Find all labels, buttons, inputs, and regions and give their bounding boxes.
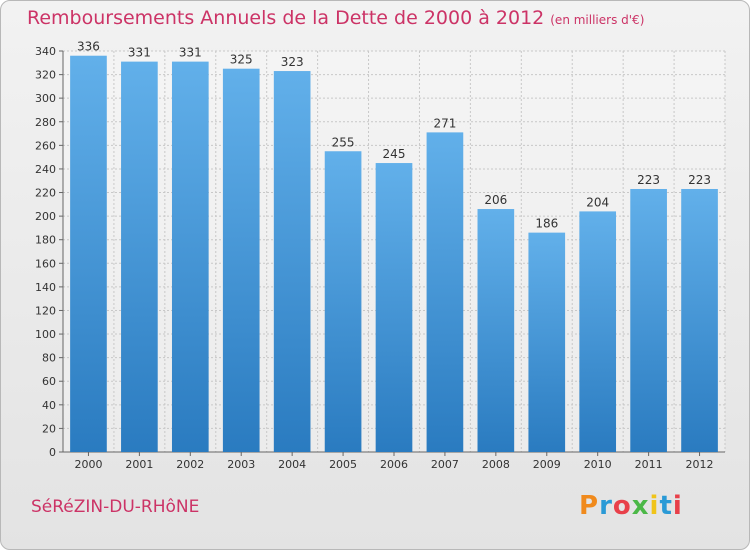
bar: [273, 71, 311, 453]
chart-title: Remboursements Annuels de la Dette de 20…: [27, 7, 644, 29]
bar: [70, 55, 107, 452]
axes: 0 20 40 60 80 100 120 140 160 180 200 220 240 260 280 3…: [35, 45, 725, 471]
bar: [121, 61, 158, 452]
data-label: 271: [433, 116, 456, 130]
x-tick-label: 2006: [380, 458, 408, 471]
y-tick-label: 240: [35, 163, 56, 176]
data-label: 204: [586, 195, 609, 209]
chart-unit: (en milliers d'€): [550, 13, 645, 27]
x-tick-label: 2002: [176, 458, 204, 471]
bar: [630, 188, 667, 452]
y-tick-label: 0: [49, 446, 56, 459]
bar: [171, 61, 209, 452]
logo-letter: t: [659, 491, 673, 521]
y-tick-label: 60: [42, 375, 56, 388]
bar: [681, 188, 718, 452]
data-label: 245: [383, 147, 406, 161]
y-tick-label: 160: [35, 257, 56, 270]
x-tick-label: 2011: [635, 458, 663, 471]
bars: [70, 55, 718, 453]
data-label: 223: [637, 173, 660, 187]
y-tick-label: 140: [35, 281, 56, 294]
y-tick-label: 80: [42, 352, 56, 365]
y-tick-label: 320: [35, 69, 56, 82]
commune-name: SéRéZIN-DU-RHôNE: [31, 497, 200, 517]
y-tick-label: 280: [35, 116, 56, 129]
data-label: 336: [77, 40, 100, 54]
y-tick-label: 300: [35, 92, 56, 105]
bar: [528, 232, 566, 452]
y-tick-label: 200: [35, 210, 56, 223]
logo-letter: i: [649, 491, 660, 521]
data-label: 223: [688, 173, 711, 187]
y-tick-label: 340: [35, 45, 56, 58]
y-tick-label: 180: [35, 234, 56, 247]
data-label: 323: [281, 55, 304, 69]
y-tick-label: 40: [42, 399, 56, 412]
y-tick-label: 220: [35, 187, 56, 200]
data-label: 331: [128, 46, 151, 60]
proxiti-logo: Proxiti: [579, 491, 683, 521]
x-tick-label: 2010: [584, 458, 612, 471]
x-tick-label: 2009: [533, 458, 561, 471]
logo-letter: i: [672, 491, 683, 521]
bar: [324, 151, 362, 452]
data-labels: 336 331 331 325 323 255 245 271 206 186 204 223 223: [77, 40, 711, 231]
data-label: 186: [535, 217, 558, 231]
x-tick-label: 2007: [431, 458, 459, 471]
bar: [426, 132, 464, 453]
y-tick-label: 100: [35, 328, 56, 341]
data-label: 255: [332, 135, 355, 149]
bar: [579, 211, 617, 452]
x-tick-label: 2001: [125, 458, 153, 471]
data-label: 206: [484, 193, 507, 207]
data-label: 331: [179, 46, 202, 60]
y-tick-label: 20: [42, 422, 56, 435]
x-tick-label: 2003: [227, 458, 255, 471]
x-tick-label: 2000: [74, 458, 102, 471]
x-tick-label: 2005: [329, 458, 357, 471]
y-tick-label: 260: [35, 139, 56, 152]
x-tick-label: 2008: [482, 458, 510, 471]
bar: [477, 209, 515, 452]
x-tick-label: 2012: [686, 458, 714, 471]
data-label: 325: [230, 53, 253, 67]
bar: [375, 163, 413, 452]
logo-letter: o: [612, 491, 632, 521]
logo-letter: x: [631, 491, 650, 521]
y-tick-label: 120: [35, 304, 56, 317]
bar: [222, 68, 260, 453]
logo-letter: r: [599, 491, 613, 521]
chart-title-text: Remboursements Annuels de la Dette de 20…: [27, 7, 545, 29]
x-tick-label: 2004: [278, 458, 306, 471]
logo-letter: P: [579, 491, 600, 521]
